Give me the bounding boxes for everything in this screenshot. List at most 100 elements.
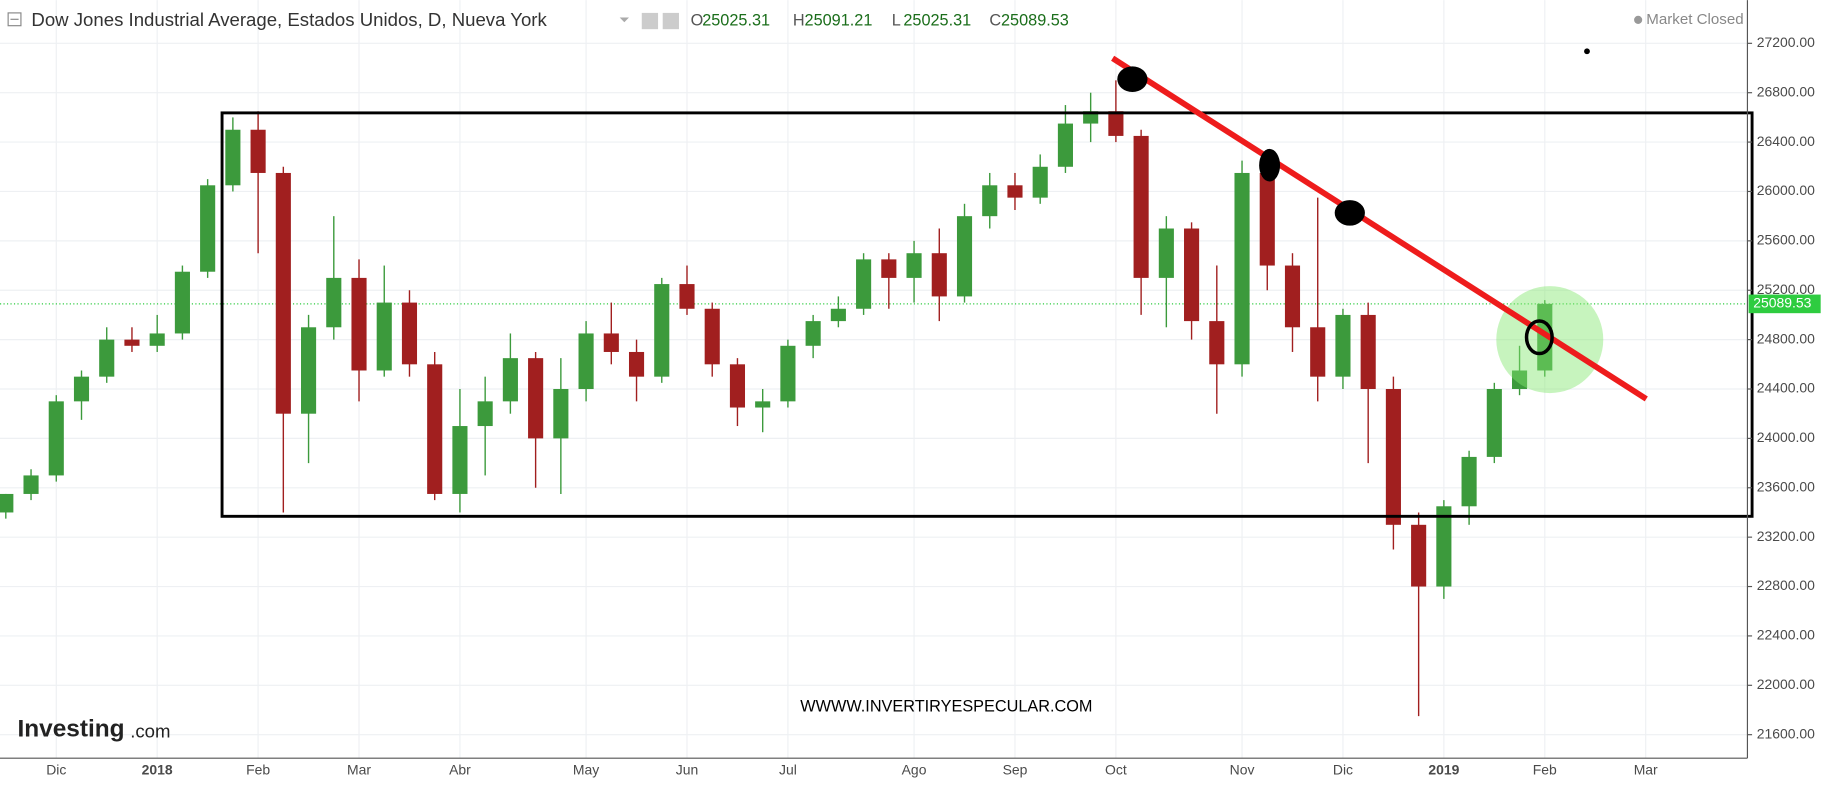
candle-body bbox=[856, 259, 872, 309]
candle-body bbox=[1158, 228, 1174, 278]
x-tick-label: Feb bbox=[246, 762, 270, 778]
x-tick-label: Mar bbox=[347, 762, 371, 778]
candle-body bbox=[1234, 172, 1250, 365]
logo: Investing bbox=[17, 716, 124, 743]
candle-body bbox=[73, 376, 90, 402]
ohlc-value: 25091.21 bbox=[805, 11, 873, 29]
candle-body bbox=[1108, 111, 1124, 136]
y-tick-label: 26800.00 bbox=[1757, 83, 1815, 99]
candle-body bbox=[99, 339, 115, 377]
candle-body bbox=[755, 401, 771, 408]
candle-body bbox=[1436, 506, 1452, 587]
watermark: WWWW.INVERTIRYESPECULAR.COM bbox=[800, 697, 1092, 715]
range-box bbox=[220, 111, 1754, 518]
candle-body bbox=[1461, 456, 1477, 507]
candle-body bbox=[502, 358, 518, 402]
market-status: Market Closed bbox=[1646, 11, 1743, 28]
x-tick-label: Jul bbox=[779, 762, 797, 778]
candle-body bbox=[23, 475, 39, 494]
axes: 21600.00 22000.00 22400.00 22800.00 23200.00… bbox=[46, 34, 1821, 778]
dot bbox=[1584, 48, 1590, 55]
x-tick-label: 2018 bbox=[142, 762, 173, 778]
y-tick-label: 25600.00 bbox=[1757, 232, 1815, 248]
candle-body bbox=[553, 389, 569, 439]
touch-point bbox=[1117, 66, 1148, 92]
ohlc-value: 25089.53 bbox=[1001, 11, 1069, 29]
candle-body bbox=[931, 253, 947, 297]
candle-body bbox=[200, 185, 216, 272]
settings-icon[interactable] bbox=[641, 12, 659, 30]
x-tick-label: Mar bbox=[1634, 762, 1658, 778]
candle-body bbox=[225, 129, 241, 186]
candles bbox=[0, 80, 1553, 717]
ohlc-label: L bbox=[892, 11, 901, 29]
candle-body bbox=[704, 308, 720, 365]
touch-point bbox=[1259, 148, 1281, 182]
logo-suffix: .com bbox=[130, 720, 170, 741]
y-tick-label: 21600.00 bbox=[1757, 725, 1815, 741]
candle-body bbox=[174, 271, 190, 334]
candle-body bbox=[679, 284, 695, 309]
y-tick-label: 27200.00 bbox=[1757, 34, 1815, 50]
ohlc-value: 25025.31 bbox=[903, 11, 971, 29]
candle-body bbox=[1511, 370, 1528, 390]
candle-body bbox=[1184, 228, 1200, 322]
candle-body bbox=[1486, 389, 1502, 457]
candle-body bbox=[301, 327, 317, 414]
x-tick-label: Nov bbox=[1230, 762, 1255, 778]
y-tick-label: 22000.00 bbox=[1757, 676, 1815, 692]
candle-body bbox=[1385, 389, 1401, 525]
candle-body bbox=[881, 259, 897, 278]
candle-body bbox=[376, 302, 392, 371]
candle-body bbox=[477, 401, 493, 427]
touch-point bbox=[1334, 200, 1365, 226]
chart-title: Dow Jones Industrial Average, Estados Un… bbox=[31, 9, 547, 30]
candle-body bbox=[528, 358, 544, 439]
last-price-box bbox=[1748, 294, 1821, 314]
candle-body bbox=[1360, 314, 1376, 390]
x-tick-label: May bbox=[573, 762, 599, 778]
candle-body bbox=[1259, 172, 1275, 266]
x-tick-label: 2019 bbox=[1428, 762, 1459, 778]
x-tick-label: Dic bbox=[1333, 762, 1353, 778]
candle-body bbox=[124, 339, 140, 346]
settings-icon[interactable] bbox=[662, 12, 679, 30]
breakout-mark bbox=[1524, 319, 1554, 356]
trend-line bbox=[1111, 55, 1648, 402]
candle-body bbox=[729, 364, 746, 408]
candle-body bbox=[654, 284, 670, 377]
x-tick-label: Oct bbox=[1105, 762, 1127, 778]
candle-body bbox=[1133, 135, 1149, 278]
candle-body bbox=[0, 493, 14, 513]
ohlc-value: 25025.31 bbox=[702, 11, 770, 29]
candle-body bbox=[956, 216, 973, 297]
collapse-icon[interactable] bbox=[7, 12, 22, 27]
candle-body bbox=[982, 185, 998, 217]
candle-body bbox=[275, 172, 291, 414]
candle-body bbox=[351, 277, 367, 371]
dropdown-arrow[interactable] bbox=[619, 17, 629, 23]
x-tick-label: Dic bbox=[46, 762, 66, 778]
candle-body bbox=[1057, 123, 1073, 167]
candle-body bbox=[401, 302, 418, 365]
candle-body bbox=[326, 277, 342, 328]
y-tick-label: 24000.00 bbox=[1757, 429, 1815, 445]
x-tick-label: Feb bbox=[1533, 762, 1557, 778]
candle-body bbox=[603, 333, 619, 352]
candle-body bbox=[830, 308, 846, 322]
candle-body bbox=[1007, 185, 1023, 198]
ohlc-label: C bbox=[989, 11, 1001, 29]
candle-body bbox=[250, 129, 266, 173]
y-tick-label: 25200.00 bbox=[1757, 281, 1815, 297]
y-tick-label: 24800.00 bbox=[1757, 330, 1815, 346]
candle-body bbox=[48, 401, 64, 476]
candle-body bbox=[1032, 166, 1048, 198]
candle-body bbox=[427, 364, 443, 494]
last-price-label: 25089.53 bbox=[1753, 295, 1811, 311]
candle-body bbox=[1335, 314, 1351, 377]
candle-body bbox=[452, 426, 468, 494]
grid bbox=[0, 0, 1748, 759]
x-tick-label: Ago bbox=[902, 762, 927, 778]
status-dot bbox=[1634, 15, 1643, 24]
